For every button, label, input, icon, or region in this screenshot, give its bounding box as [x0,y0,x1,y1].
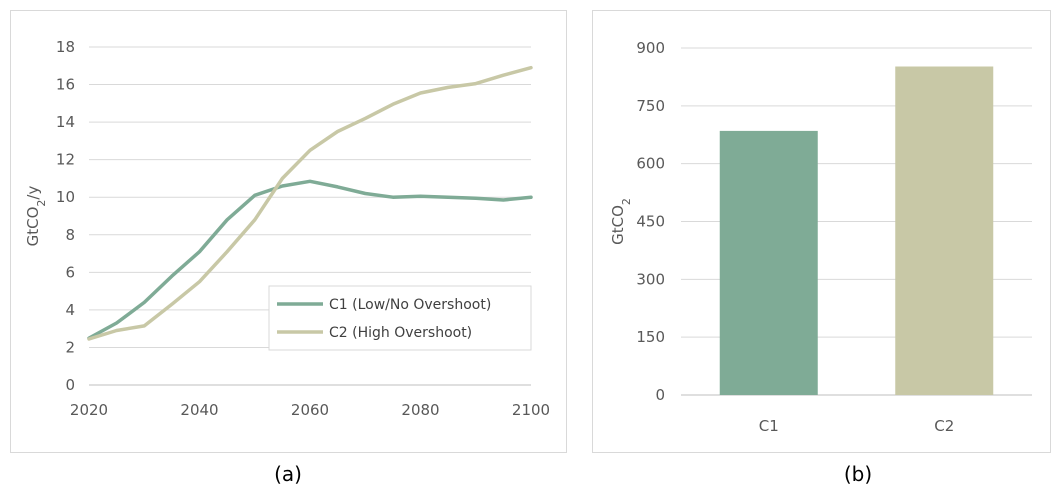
x-tick-label: C1 [759,417,779,435]
y-tick-label: 16 [56,76,75,94]
y-axis-title: GtCO2/y [24,186,48,247]
x-tick-label: 2060 [291,401,329,419]
legend-box [268,285,532,351]
y-tick-label: 0 [655,386,665,404]
y-tick-label: 600 [636,155,665,173]
line-chart: 0 2 4 6 8 10 12 14 16 18 2020 2040 2060 2080 2100 GtCO2… [24,38,550,419]
y-tick-label: 8 [65,226,75,244]
y-tick-label: 4 [65,301,75,319]
y-tick-label: 450 [636,213,665,231]
x-tick-label: 2040 [180,401,218,419]
x-tick-label: C2 [934,417,954,435]
series-line-2 [87,65,533,341]
legend-label-1: C1 (Low/No Overshoot) [329,297,491,313]
y-tick-label: 10 [56,188,75,206]
y-tick-label: 12 [56,151,75,169]
x-tick-label: 2100 [512,401,550,419]
y-tick-label: 6 [65,263,75,281]
y-tick-label: 750 [636,97,665,115]
caption-b: (b) [843,462,873,486]
bar-c2 [895,66,994,396]
y-axis-title: GtCO2 [609,198,633,245]
y-tick-label: 900 [636,39,665,57]
series-line-1 [87,179,533,340]
line-chart-panel: 0 2 4 6 8 10 12 14 16 18 2020 2040 2060 2080 2100 GtCO2… [10,10,567,453]
y-tick-label: 18 [56,38,75,56]
y-tick-label: 150 [636,328,665,346]
bar-chart-panel: 0 150 300 450 600 750 900 GtCO2 C1 C2 [592,10,1051,453]
bar-c1 [719,130,818,395]
bar-chart: 0 150 300 450 600 750 900 GtCO2 C1 C2 [609,39,1032,435]
x-tick-label: 2020 [70,401,108,419]
y-tick-label: 2 [65,338,75,356]
y-tick-label: 14 [56,113,75,131]
caption-a: (a) [274,462,302,486]
y-tick-label: 0 [65,376,75,394]
x-tick-label: 2080 [401,401,439,419]
y-tick-label: 300 [636,270,665,288]
legend-label-2: C2 (High Overshoot) [329,325,472,341]
